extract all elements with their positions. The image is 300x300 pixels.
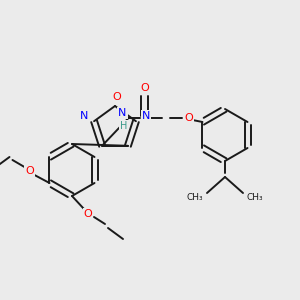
Text: O: O xyxy=(25,166,34,176)
Text: N: N xyxy=(80,111,88,121)
Text: O: O xyxy=(140,83,149,93)
Text: CH₃: CH₃ xyxy=(187,193,203,202)
Text: N: N xyxy=(142,111,150,121)
Text: O: O xyxy=(184,113,193,123)
Text: H: H xyxy=(120,121,127,131)
Text: N: N xyxy=(118,108,127,118)
Text: O: O xyxy=(112,92,122,102)
Text: CH₃: CH₃ xyxy=(247,193,263,202)
Text: O: O xyxy=(84,209,92,219)
